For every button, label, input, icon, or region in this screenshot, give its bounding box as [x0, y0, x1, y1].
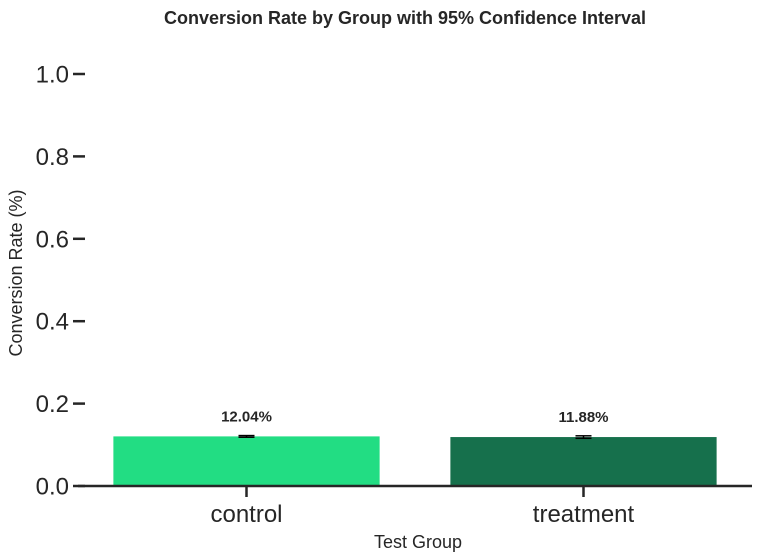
y-tick-label: 0.2: [36, 391, 69, 418]
y-tick-label: 1.0: [36, 62, 69, 89]
y-tick-label: 0.6: [36, 226, 69, 253]
x-tick-label: treatment: [533, 501, 635, 528]
bar: [113, 436, 380, 486]
bar: [450, 437, 717, 486]
y-axis-label: Conversion Rate (%): [6, 189, 26, 356]
data-label: 11.88%: [558, 409, 608, 426]
chart-title: Conversion Rate by Group with 95% Confid…: [164, 8, 646, 28]
data-label: 12.04%: [221, 408, 272, 425]
x-tick-label: control: [210, 501, 282, 528]
plot-area: 0.0 0.2 0.4 0.6 0.8 1.0 12.04% control 11.88% tre…: [36, 62, 717, 528]
x-axis-label: Test Group: [374, 532, 462, 552]
y-tick-label: 0.0: [36, 474, 69, 501]
y-tick-label: 0.8: [36, 144, 69, 171]
y-tick-label: 0.4: [36, 309, 69, 336]
